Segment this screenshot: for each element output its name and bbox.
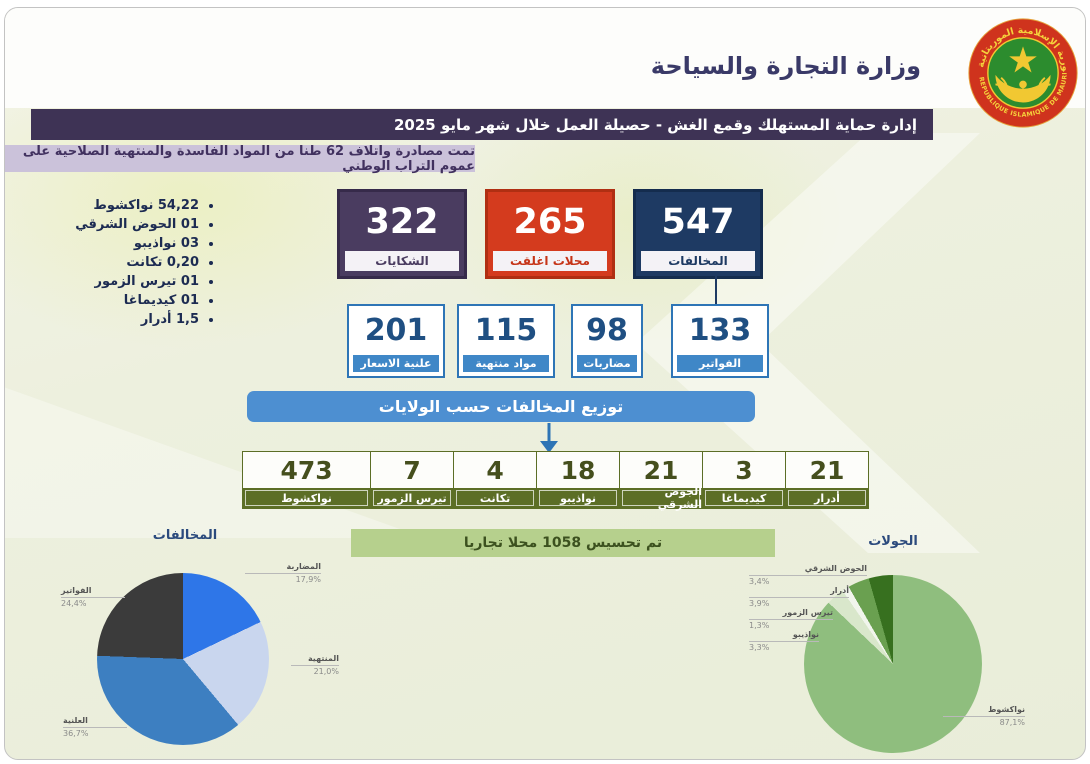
- table-column: 3 كيديماغا: [702, 452, 785, 508]
- sub-kpi-label: مضاربات: [577, 355, 637, 372]
- violation-type-expired: 115 مواد منتهية: [457, 304, 555, 378]
- cell-value: 7: [371, 452, 454, 488]
- pie-callout: نواذيبو 3,3%: [749, 630, 819, 652]
- kpi-label: محلات اغلقت: [493, 251, 607, 271]
- cell-value: 4: [454, 452, 537, 488]
- kpi-violations: 547 المخالفات: [633, 189, 763, 279]
- pie-callout: المضاربة 17,9%: [245, 562, 321, 585]
- sub-kpi-value: 115: [474, 313, 538, 348]
- kpi-value: 265: [513, 201, 587, 242]
- sub-kpi-value: 133: [688, 313, 752, 348]
- violation-type-invoices: 133 الفواتير: [671, 304, 769, 378]
- kpi-label: المخالفات: [641, 251, 755, 271]
- table-column: 21 الجوض الشرقي: [619, 452, 703, 511]
- header-area: [5, 8, 1085, 108]
- chart-title-tours: الجولات: [868, 534, 918, 549]
- star-icon: [1009, 46, 1037, 73]
- mauritania-seal-icon: الجمهورية الإسلامية الموريتانية REPUBLIQ…: [962, 8, 1078, 128]
- table-column: 4 تكانت: [453, 452, 537, 508]
- sub-kpi-label: علنية الاسعار: [353, 355, 439, 372]
- pie-callout: العلنية 36,7%: [63, 716, 127, 739]
- pie-callout: الحوض الشرقي 3,4%: [749, 564, 867, 586]
- violations-pie-chart: [97, 573, 269, 745]
- department-header-bar: إدارة حماية المستهلك وقمع الغش - حصيلة ا…: [31, 109, 933, 140]
- kpi-complaints: 322 الشكايات: [337, 189, 467, 279]
- cell-label: أدرار: [786, 488, 868, 508]
- cell-value: 3: [703, 452, 785, 488]
- main-panel: وزارة التجارة والسياحة الجمهورية الإسلام…: [4, 7, 1086, 760]
- pie-callout: تيرس الزمور 1,3%: [749, 608, 833, 630]
- cell-value: 473: [243, 452, 371, 488]
- kpi-value: 547: [661, 201, 735, 242]
- cell-value: 18: [537, 452, 620, 488]
- pie-callout: أدرار 3,9%: [749, 586, 849, 608]
- awareness-banner: تم تحسيس 1058 محلا تجاريا: [351, 529, 775, 557]
- palm-icon: [995, 77, 1051, 96]
- cell-label: كيديماغا: [703, 488, 785, 508]
- table-column: 7 تيرس الزمور: [370, 452, 454, 508]
- table-column: 21 أدرار: [785, 452, 868, 508]
- pie-callout: المنتهية 21,0%: [291, 654, 339, 677]
- cell-label: نواكشوط: [243, 488, 371, 508]
- chart-title-violations: المخالفات: [152, 528, 218, 543]
- connector-line: [715, 273, 717, 305]
- page-title: وزارة التجارة والسياحة: [650, 52, 921, 80]
- pie-callout: الفواتير 24,4%: [61, 586, 125, 609]
- kpi-shops-closed: 265 محلات اغلقت: [485, 189, 615, 279]
- seized-by-wilaya-list: 54,22 نواكشوط 01 الحوض الشرقي 03 نواذيبو…: [15, 196, 217, 329]
- sub-kpi-label: الفواتير: [677, 355, 763, 372]
- table-column: 473 نواكشوط: [243, 452, 371, 508]
- list-item: 01 تيرس الزمور: [15, 272, 199, 291]
- cell-value: 21: [786, 452, 868, 488]
- distribution-banner: توزيع المخالفات حسب الولايات: [247, 391, 755, 422]
- sub-kpi-label: مواد منتهية: [463, 355, 549, 372]
- list-item: 03 نواذيبو: [15, 234, 199, 253]
- cell-label: الجوض الشرقي: [620, 485, 703, 511]
- violation-type-speculation: 98 مضاربات: [571, 304, 643, 378]
- down-arrow-icon: [537, 423, 561, 457]
- tours-pie-chart: [804, 575, 982, 753]
- list-item: 54,22 نواكشوط: [15, 196, 199, 215]
- sub-kpi-value: 98: [586, 313, 628, 348]
- crescent-icon: [995, 74, 1051, 103]
- ministry-logo: الجمهورية الإسلامية الموريتانية REPUBLIQ…: [962, 8, 1080, 130]
- table-column: 18 نواذيبو: [536, 452, 620, 508]
- list-item: 1,5 أدرار: [15, 310, 199, 329]
- list-item: 01 كيديماغا: [15, 291, 199, 310]
- cell-label: تكانت: [454, 488, 537, 508]
- sub-kpi-value: 201: [364, 313, 428, 348]
- seizure-notice: تمت مصادرة واتلاف 62 طنا من المواد الفاس…: [5, 144, 475, 174]
- violation-type-prices: 201 علنية الاسعار: [347, 304, 445, 378]
- cell-value: 21: [620, 452, 703, 488]
- pie-callout: نواكشوط 87,1%: [943, 705, 1025, 728]
- cell-label: تيرس الزمور: [371, 488, 454, 508]
- kpi-value: 322: [365, 201, 439, 242]
- violations-by-wilaya-table: 473 نواكشوط 7 تيرس الزمور 4 تكانت 18 نوا…: [242, 451, 869, 511]
- list-item: 01 الحوض الشرقي: [15, 215, 199, 234]
- cell-label: نواذيبو: [537, 488, 620, 508]
- list-item: 0,20 تكانت: [15, 253, 199, 272]
- kpi-label: الشكايات: [345, 251, 459, 271]
